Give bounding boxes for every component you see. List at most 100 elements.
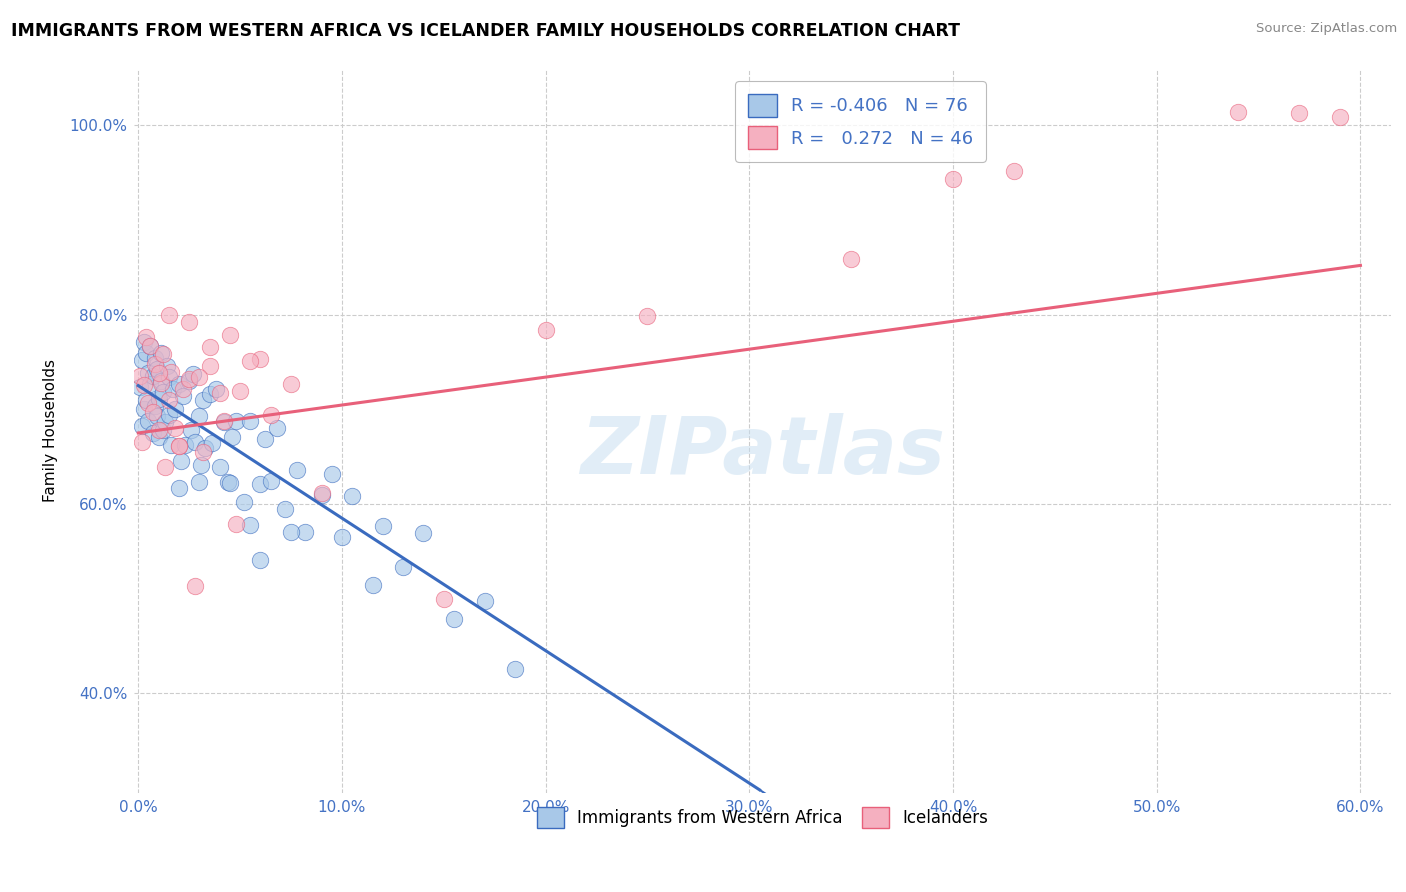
Point [637,309,659,323]
Point [194,442,217,456]
Point [152,385,174,400]
Point [157,308,180,322]
Point [179,315,201,329]
Point [157,370,180,384]
Point [361,578,384,592]
Point [131,419,153,434]
Point [204,382,226,396]
Point [503,662,526,676]
Point [233,495,256,509]
Point [153,460,176,475]
Point [225,516,247,531]
Point [219,476,242,491]
Point [208,386,231,401]
Point [167,481,190,495]
Point [139,377,162,392]
Point [141,368,163,383]
Point [259,408,281,422]
Point [285,463,308,477]
Point [221,430,243,444]
Point [163,421,186,435]
Point [139,339,162,353]
Point [839,252,862,267]
Point [138,367,160,381]
Point [294,525,316,540]
Point [534,323,557,337]
Point [138,414,160,428]
Point [280,525,302,540]
Point [174,437,197,451]
Point [249,352,271,367]
Point [239,517,262,532]
Point [134,377,156,392]
Point [433,592,456,607]
Point [1329,110,1351,124]
Point [152,347,174,361]
Point [188,475,211,490]
Point [181,367,204,381]
Legend: Immigrants from Western Africa, Icelanders: Immigrants from Western Africa, Icelande… [530,800,995,835]
Point [153,415,176,429]
Point [149,374,172,388]
Point [143,358,166,372]
Point [179,374,201,388]
Point [167,376,190,391]
Point [180,423,202,437]
Point [129,368,152,383]
Point [1288,106,1310,120]
Point [239,414,262,428]
Point [208,460,231,475]
Point [184,434,207,449]
Point [274,502,297,516]
Point [266,421,288,435]
Point [219,328,242,343]
Point [167,439,190,453]
Point [135,346,157,360]
Point [1002,164,1025,178]
Point [163,402,186,417]
Point [212,414,235,428]
Point [184,579,207,593]
Point [157,393,180,408]
Point [167,439,190,453]
Point [148,430,170,444]
Point [156,359,179,374]
Text: ZIPatlas: ZIPatlas [581,413,945,491]
Point [253,433,276,447]
Point [311,486,333,500]
Point [193,445,215,459]
Point [259,474,281,488]
Point [148,367,170,381]
Point [141,425,163,440]
Text: Source: ZipAtlas.com: Source: ZipAtlas.com [1257,22,1398,36]
Point [145,362,167,376]
Point [249,477,271,491]
Point [212,415,235,429]
Point [371,518,394,533]
Point [392,560,415,574]
Point [198,359,221,374]
Point [148,423,170,437]
Point [340,489,363,503]
Point [179,371,201,385]
Point [239,353,262,368]
Point [139,339,162,353]
Point [249,553,271,567]
Point [200,435,222,450]
Point [160,438,183,452]
Y-axis label: Family Households: Family Households [44,359,58,502]
Point [225,414,247,428]
Point [148,392,170,406]
Point [474,594,496,608]
Point [145,409,167,424]
Point [193,392,215,407]
Point [152,423,174,437]
Point [143,399,166,413]
Point [942,172,965,186]
Point [321,467,343,481]
Point [198,387,221,401]
Point [143,351,166,366]
Point [198,341,221,355]
Point [443,612,465,626]
Point [149,346,172,360]
